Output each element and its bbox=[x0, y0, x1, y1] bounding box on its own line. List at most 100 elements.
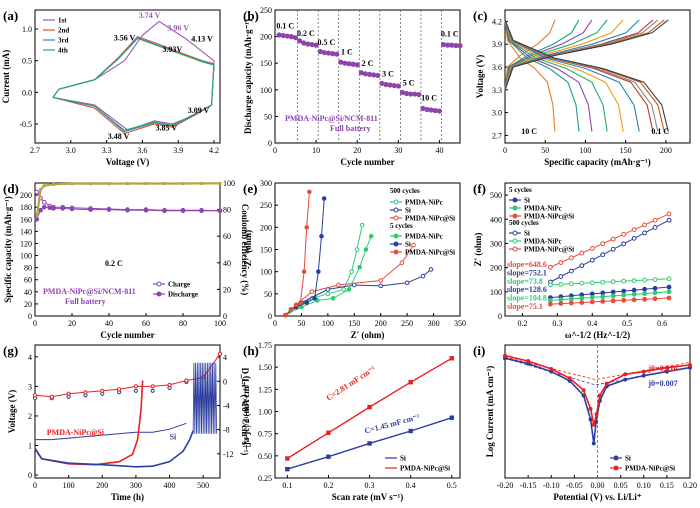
legend-si-label: Si bbox=[625, 455, 631, 463]
cdl-point bbox=[285, 466, 290, 472]
capacity-point bbox=[391, 82, 397, 89]
eis-series bbox=[285, 236, 372, 316]
tafel-point bbox=[549, 366, 554, 371]
capacity-point bbox=[457, 43, 463, 49]
x-tick-label: 0.4 bbox=[587, 319, 597, 328]
data-point bbox=[558, 281, 564, 287]
data-point bbox=[631, 287, 637, 293]
y-axis-label: -Z'' (ohm) bbox=[243, 230, 253, 269]
capacity-point bbox=[301, 40, 307, 46]
x-tick-label: 20 bbox=[353, 146, 361, 155]
capacity-point bbox=[338, 59, 344, 65]
x-tick-label: 150 bbox=[620, 146, 632, 155]
eis-point bbox=[411, 242, 416, 248]
panel-f: 0.2 0.3 0.4 0.5 0.6 0 100 200 300 400 500 ω^-1/2 (H… bbox=[473, 181, 691, 340]
y-axis-label: |ja-jc|/2 (mA cm⁻²) bbox=[241, 376, 251, 447]
slope-label: slope=104.8 bbox=[507, 294, 547, 303]
capacity-point bbox=[41, 200, 47, 205]
data-point bbox=[621, 278, 627, 284]
ce-point bbox=[52, 182, 55, 186]
y2-tick-label: 80 bbox=[223, 206, 231, 215]
slope-label: slope=648.6 bbox=[507, 260, 547, 269]
data-point bbox=[666, 211, 672, 217]
capacity-point bbox=[346, 61, 352, 67]
x-tick-label: 2.7 bbox=[30, 146, 40, 155]
x-tick-label: 0.5 bbox=[447, 481, 457, 490]
eis-point bbox=[420, 273, 426, 279]
x-tick-label: 4.2 bbox=[209, 146, 219, 155]
capacity-point bbox=[424, 106, 430, 113]
y-axis-label: Voltage (V) bbox=[7, 390, 17, 433]
data-point bbox=[610, 289, 616, 295]
capacity-point bbox=[288, 34, 295, 40]
voltage-si bbox=[34, 430, 194, 468]
data-point bbox=[610, 293, 616, 299]
data-point bbox=[558, 274, 564, 279]
x-tick-label: 80 bbox=[179, 319, 187, 328]
x-tick-label: 250 bbox=[401, 319, 413, 328]
data-point bbox=[547, 301, 553, 307]
data-point bbox=[631, 297, 637, 303]
y-tick-label: 1.0 bbox=[22, 25, 32, 34]
x-tick-label: 0.5 bbox=[622, 319, 632, 328]
peak-annotation: 3.74 V bbox=[139, 11, 161, 20]
caption: PMDA-NiPc@Si/NCM-811 bbox=[43, 287, 136, 296]
x-tick-label: -0.05 bbox=[566, 481, 583, 490]
x-tick-label: 0 bbox=[503, 146, 507, 155]
diffusion-point-pmda bbox=[133, 384, 139, 389]
capacity-point bbox=[41, 204, 47, 210]
data-point bbox=[610, 298, 616, 304]
x-tick-label: 0 bbox=[33, 319, 37, 328]
diffusion-point-pmda bbox=[150, 384, 155, 389]
y-tick-label: 0 bbox=[498, 312, 502, 321]
diffusion-si bbox=[35, 422, 187, 441]
diffusion-point-pmda bbox=[100, 388, 105, 393]
data-point bbox=[621, 288, 627, 294]
x-tick-label: 3.6 bbox=[137, 146, 147, 155]
y2-tick-label: -4 bbox=[223, 401, 230, 410]
y2-tick-label: 60 bbox=[223, 232, 231, 241]
data-point bbox=[589, 280, 595, 286]
tafel-point bbox=[588, 406, 593, 411]
rate-label: 1 C bbox=[341, 48, 353, 57]
data-point bbox=[610, 279, 616, 285]
tafel-point bbox=[623, 377, 628, 382]
data-point bbox=[579, 295, 585, 301]
capacity-point bbox=[383, 81, 389, 88]
capacity-point bbox=[297, 38, 303, 44]
tafel-point bbox=[664, 365, 669, 370]
y-tick-label: 80 bbox=[24, 264, 32, 273]
x-tick-label: 0.1 bbox=[282, 481, 292, 490]
caption-2: Full battery bbox=[65, 297, 106, 306]
y-tick-label: 400 bbox=[490, 215, 502, 224]
diffusion-point-pmda bbox=[32, 393, 38, 398]
y-tick-label: 4.2 bbox=[492, 17, 502, 26]
capacitance-label: C=2.81 mF cm⁻² bbox=[325, 364, 378, 403]
legend-heading: 5 cycles bbox=[390, 222, 413, 230]
cdl-point bbox=[408, 380, 413, 385]
charge-curve bbox=[504, 19, 556, 90]
plot-frame bbox=[274, 9, 461, 144]
y-tick-label: -0.5 bbox=[19, 120, 32, 129]
y-tick-label: 3.0 bbox=[492, 109, 502, 118]
data-point bbox=[568, 268, 574, 274]
y-tick-label: 60 bbox=[24, 276, 32, 285]
legend-2nd-label: 2nd bbox=[58, 27, 69, 35]
j0-label: j0=0.007 bbox=[647, 379, 677, 388]
data-point bbox=[621, 241, 627, 247]
tafel-fit bbox=[504, 356, 691, 381]
x-tick-label: 300 bbox=[130, 481, 142, 490]
eis-point bbox=[301, 269, 307, 274]
panel-b: 0 10 20 30 40 0 50 100 150 200 250 Cycle number Disc… bbox=[243, 6, 463, 167]
data-point bbox=[600, 241, 606, 247]
y2-axis-label: D_Li+ (×10⁻¹⁰ cm² s⁻¹) bbox=[240, 368, 250, 456]
data-point bbox=[558, 297, 564, 303]
plot-frame bbox=[34, 9, 221, 144]
capacity-point bbox=[313, 42, 319, 48]
capacity-point bbox=[379, 80, 385, 87]
caption: PMDA-NiPc@Si/NCM-811 bbox=[285, 114, 378, 123]
data-point bbox=[652, 225, 658, 230]
tafel-point bbox=[623, 372, 628, 377]
legend-5-label: PMDA-NiPc bbox=[524, 205, 562, 213]
y-tick-label: 3.9 bbox=[492, 40, 502, 49]
